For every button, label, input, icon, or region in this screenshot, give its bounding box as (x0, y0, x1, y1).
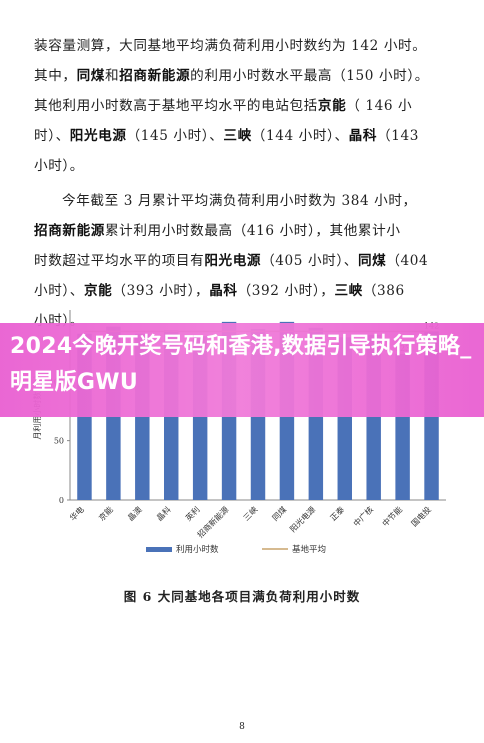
page-number: 8 (239, 722, 245, 732)
paragraph-2: 今年截至 3 月累计平均满负荷利用小时数为 384 小时， 招商新能源累计利用小… (34, 186, 452, 336)
y-tick-label-0: 0 (59, 496, 64, 505)
legend-label-bars: 利用小时数 (176, 544, 219, 555)
x-tick-label-9: 正泰 (328, 504, 346, 522)
p1-line-3: 其他利用小时数高于基地平均水平的电站包括京能（ 146 小 (34, 98, 413, 114)
x-tick-label-7: 同煤 (270, 504, 288, 522)
x-tick-label-2: 晶澳 (125, 504, 143, 522)
p2-line-3: 时数超过平均水平的项目有阳光电源（405 小时）、同煤（404 (34, 253, 429, 269)
x-tick-label-3: 晶科 (154, 504, 172, 522)
figure-caption: 图 6 大同基地各项目满负荷利用小时数 (123, 589, 361, 604)
x-tick-label-8: 阳光电源 (288, 504, 318, 534)
legend-label-avg: 基地平均 (292, 544, 326, 555)
p2-line-1: 今年截至 3 月累计平均满负荷利用小时数为 384 小时， (62, 193, 417, 209)
overlay-banner[interactable] (0, 323, 484, 417)
p1-line-4: 时）、阳光电源（145 小时）、三峡（144 小时）、晶科（143 (34, 128, 419, 144)
p2-line-2: 招商新能源累计利用小时数最高（416 小时），其他累计小 (34, 223, 401, 239)
p2-line-4: 小时）、京能（393 小时），晶科（392 小时），三峡（386 (34, 283, 405, 299)
x-tick-label-0: 华电 (67, 504, 85, 522)
legend-swatch-bars (146, 547, 172, 552)
p1-line-5: 小时）。 (34, 158, 84, 174)
p1-line-2: 其中，同煤和招商新能源的利用小时数水平最高（150 小时）。 (34, 68, 429, 84)
x-tick-label-1: 京能 (96, 504, 114, 522)
paragraph-1: 装容量测算，大同基地平均满负荷利用小时数约为 142 小时。 其中，同煤和招商新… (34, 31, 452, 181)
p1-line-1: 装容量测算，大同基地平均满负荷利用小时数约为 142 小时。 (34, 38, 427, 54)
x-tick-label-10: 中广核 (351, 504, 375, 528)
x-tick-label-12: 国电投 (409, 504, 433, 528)
banner-text[interactable]: 2024今晚开奖号码和香港,数据引导执行策略_明星版GWU (10, 334, 472, 395)
x-tick-label-11: 中节能 (380, 504, 404, 528)
x-tick-label-5: 招商新能源 (195, 504, 230, 539)
x-tick-label-6: 三峡 (241, 504, 259, 522)
x-tick-label-4: 英利 (183, 504, 201, 522)
y-tick-label-1: 50 (54, 437, 64, 446)
